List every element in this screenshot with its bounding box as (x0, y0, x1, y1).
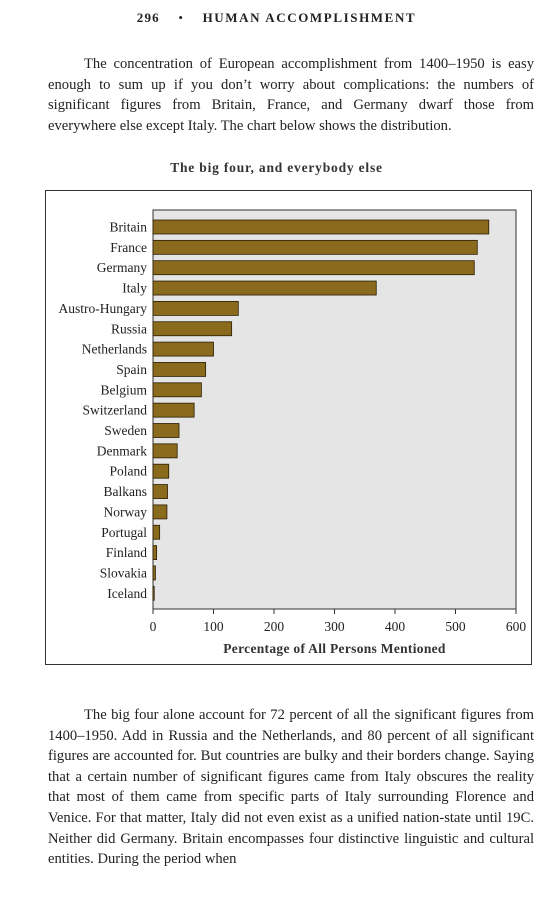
category-label: Poland (109, 464, 147, 479)
bar-denmark (152, 443, 178, 459)
bar-austro-hungary (152, 301, 239, 316)
category-label: France (110, 240, 147, 255)
bar-norway (152, 504, 168, 520)
x-tick-label: 500 (445, 619, 466, 634)
category-label: Belgium (101, 382, 148, 397)
category-label: Portugal (101, 525, 147, 540)
category-label: Sweden (104, 423, 147, 438)
category-label: Iceland (107, 586, 147, 601)
category-label: Austro-Hungary (59, 301, 148, 316)
chart-frame: 0 100 200 300 400 500 600 Percentage of All Per… (45, 190, 532, 665)
separator-dot: • (178, 10, 185, 25)
category-label: Russia (111, 321, 147, 336)
running-title: HUMAN ACCOMPLISHMENT (202, 10, 417, 25)
body-paragraph: The big four alone account for 72 percen… (48, 707, 534, 868)
category-label: Finland (106, 545, 148, 560)
x-axis-label: Percentage of All Persons Mentioned (223, 641, 446, 656)
category-label: Balkans (104, 484, 148, 499)
category-label: Germany (97, 260, 147, 275)
bar-france (152, 239, 478, 255)
plot-area (152, 209, 517, 610)
category-label: Britain (110, 220, 148, 235)
bar-chart: 0 100 200 300 400 500 600 Percentage of All Per… (59, 209, 527, 656)
category-label: Slovakia (100, 565, 147, 580)
bar-italy (152, 280, 377, 296)
category-label: Spain (116, 362, 147, 377)
bar-sweden (152, 423, 180, 438)
x-tick-label: 0 (150, 619, 157, 634)
bar-netherlands (152, 341, 214, 357)
bar-balkans (152, 484, 168, 499)
x-tick-label: 600 (506, 619, 527, 634)
bar-spain (152, 362, 207, 377)
category-label: Italy (122, 281, 147, 296)
category-label: Netherlands (82, 342, 147, 357)
bar-poland (152, 463, 170, 479)
category-label: Switzerland (83, 403, 148, 418)
page-number: 296 (136, 10, 160, 25)
bar-finland (152, 545, 158, 561)
x-tick-label: 100 (203, 619, 224, 634)
x-tick-label: 400 (385, 619, 406, 634)
bar-portugal (152, 524, 161, 540)
bar-switzerland (152, 402, 195, 418)
category-label: Denmark (97, 443, 147, 458)
x-tick-label: 200 (264, 619, 285, 634)
bar-germany (152, 260, 475, 276)
bar-russia (152, 321, 233, 337)
category-label: Norway (104, 504, 148, 519)
bar-britain (152, 219, 490, 235)
bar-iceland (152, 585, 155, 601)
bar-slovakia (152, 565, 156, 581)
chart-title: The big four, and everybody else (170, 160, 383, 175)
running-head: 296 • HUMAN ACCOMPLISHMENT (0, 10, 553, 26)
x-tick-label: 300 (324, 619, 345, 634)
bar-belgium (152, 382, 202, 398)
intro-paragraph: The concentration of European accomplish… (48, 56, 534, 134)
